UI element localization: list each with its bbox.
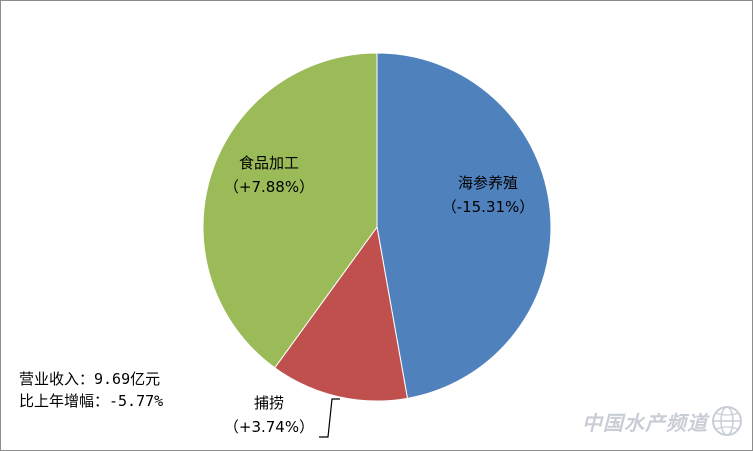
- pie-slice-fishing: [274, 225, 409, 402]
- pie-slice-processing: [202, 52, 378, 369]
- slice-change-seacucumber: （-15.31%）: [442, 198, 535, 216]
- growth-note: 比上年增幅：-5.77%: [19, 392, 164, 410]
- slice-change-processing: （+7.88%）: [224, 178, 314, 196]
- pie-slice-seacucumber: [376, 52, 552, 399]
- watermark-text: 中国水产频道: [582, 410, 708, 435]
- slice-label-fishing: 捕捞: [254, 394, 284, 412]
- revenue-note: 营业收入：9.69亿元: [19, 370, 161, 388]
- leader-line-fishing: [319, 398, 340, 438]
- watermark: 中国水产频道: [582, 404, 744, 438]
- slice-change-fishing: （+3.74%）: [224, 418, 314, 436]
- slice-label-seacucumber: 海参养殖: [458, 174, 518, 192]
- slice-label-processing: 食品加工: [239, 154, 299, 172]
- globe-icon: [712, 406, 742, 436]
